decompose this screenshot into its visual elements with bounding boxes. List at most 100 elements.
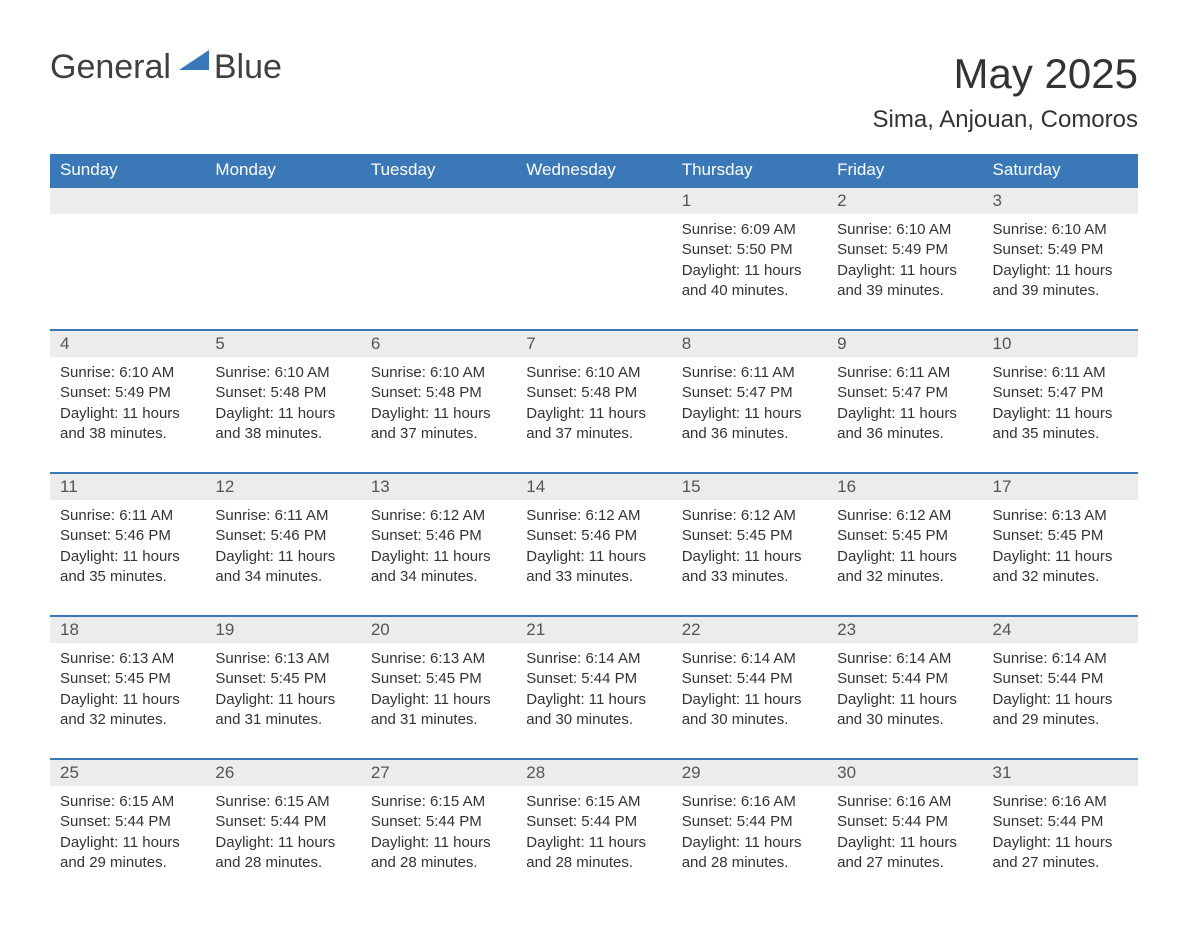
day-content-cell: Sunrise: 6:16 AMSunset: 5:44 PMDaylight:… — [983, 786, 1138, 901]
day-number-cell: 14 — [516, 473, 671, 500]
sunset-text: Sunset: 5:44 PM — [993, 812, 1128, 832]
day-content-cell: Sunrise: 6:11 AMSunset: 5:47 PMDaylight:… — [983, 357, 1138, 473]
sunset-text: Sunset: 5:44 PM — [682, 812, 817, 832]
day-content-cell: Sunrise: 6:10 AMSunset: 5:49 PMDaylight:… — [50, 357, 205, 473]
daylight-text: Daylight: 11 hours and 37 minutes. — [371, 404, 506, 445]
day-content-cell: Sunrise: 6:13 AMSunset: 5:45 PMDaylight:… — [50, 643, 205, 759]
sunset-text: Sunset: 5:44 PM — [526, 812, 661, 832]
daynum-row: 18192021222324 — [50, 616, 1138, 643]
daylight-text: Daylight: 11 hours and 28 minutes. — [215, 833, 350, 874]
day-content-cell: Sunrise: 6:14 AMSunset: 5:44 PMDaylight:… — [827, 643, 982, 759]
day-content-cell: Sunrise: 6:11 AMSunset: 5:46 PMDaylight:… — [50, 500, 205, 616]
sunset-text: Sunset: 5:46 PM — [60, 526, 195, 546]
sunset-text: Sunset: 5:45 PM — [60, 669, 195, 689]
daylight-text: Daylight: 11 hours and 33 minutes. — [682, 547, 817, 588]
day-content-cell: Sunrise: 6:10 AMSunset: 5:48 PMDaylight:… — [361, 357, 516, 473]
sunrise-text: Sunrise: 6:10 AM — [60, 363, 195, 383]
sunset-text: Sunset: 5:48 PM — [371, 383, 506, 403]
sunrise-text: Sunrise: 6:13 AM — [60, 649, 195, 669]
day-number-cell: 3 — [983, 187, 1138, 214]
daylight-text: Daylight: 11 hours and 32 minutes. — [60, 690, 195, 731]
sunset-text: Sunset: 5:44 PM — [215, 812, 350, 832]
day-content-cell: Sunrise: 6:10 AMSunset: 5:48 PMDaylight:… — [205, 357, 360, 473]
sunset-text: Sunset: 5:46 PM — [215, 526, 350, 546]
sunset-text: Sunset: 5:44 PM — [682, 669, 817, 689]
sunrise-text: Sunrise: 6:11 AM — [837, 363, 972, 383]
day-number-cell: 30 — [827, 759, 982, 786]
weekday-header: Thursday — [672, 154, 827, 187]
weekday-header: Monday — [205, 154, 360, 187]
sunset-text: Sunset: 5:44 PM — [993, 669, 1128, 689]
sunrise-text: Sunrise: 6:14 AM — [993, 649, 1128, 669]
daylight-text: Daylight: 11 hours and 28 minutes. — [371, 833, 506, 874]
sunrise-text: Sunrise: 6:12 AM — [837, 506, 972, 526]
sunset-text: Sunset: 5:44 PM — [60, 812, 195, 832]
content-row: Sunrise: 6:11 AMSunset: 5:46 PMDaylight:… — [50, 500, 1138, 616]
sunrise-text: Sunrise: 6:10 AM — [993, 220, 1128, 240]
daylight-text: Daylight: 11 hours and 34 minutes. — [371, 547, 506, 588]
sunrise-text: Sunrise: 6:16 AM — [837, 792, 972, 812]
day-content-cell — [50, 214, 205, 330]
daylight-text: Daylight: 11 hours and 28 minutes. — [682, 833, 817, 874]
day-content-cell: Sunrise: 6:11 AMSunset: 5:47 PMDaylight:… — [672, 357, 827, 473]
page-title: May 2025 — [873, 50, 1138, 98]
sunset-text: Sunset: 5:50 PM — [682, 240, 817, 260]
sunrise-text: Sunrise: 6:12 AM — [682, 506, 817, 526]
day-number-cell: 28 — [516, 759, 671, 786]
day-number-cell: 22 — [672, 616, 827, 643]
day-number-cell: 18 — [50, 616, 205, 643]
sunset-text: Sunset: 5:45 PM — [993, 526, 1128, 546]
daylight-text: Daylight: 11 hours and 32 minutes. — [837, 547, 972, 588]
daylight-text: Daylight: 11 hours and 27 minutes. — [837, 833, 972, 874]
daylight-text: Daylight: 11 hours and 27 minutes. — [993, 833, 1128, 874]
day-content-cell: Sunrise: 6:12 AMSunset: 5:46 PMDaylight:… — [361, 500, 516, 616]
sunrise-text: Sunrise: 6:11 AM — [682, 363, 817, 383]
day-number-cell: 19 — [205, 616, 360, 643]
daylight-text: Daylight: 11 hours and 34 minutes. — [215, 547, 350, 588]
day-content-cell: Sunrise: 6:09 AMSunset: 5:50 PMDaylight:… — [672, 214, 827, 330]
daylight-text: Daylight: 11 hours and 39 minutes. — [993, 261, 1128, 302]
daynum-row: 45678910 — [50, 330, 1138, 357]
sunrise-text: Sunrise: 6:09 AM — [682, 220, 817, 240]
sunset-text: Sunset: 5:45 PM — [682, 526, 817, 546]
logo: General Blue — [50, 50, 282, 84]
sunset-text: Sunset: 5:44 PM — [837, 669, 972, 689]
sunset-text: Sunset: 5:45 PM — [837, 526, 972, 546]
header: General Blue May 2025 Sima, Anjouan, Com… — [50, 50, 1138, 134]
daylight-text: Daylight: 11 hours and 35 minutes. — [60, 547, 195, 588]
day-number-cell: 11 — [50, 473, 205, 500]
day-content-cell: Sunrise: 6:14 AMSunset: 5:44 PMDaylight:… — [983, 643, 1138, 759]
day-number-cell — [361, 187, 516, 214]
day-number-cell: 9 — [827, 330, 982, 357]
day-content-cell — [361, 214, 516, 330]
daylight-text: Daylight: 11 hours and 36 minutes. — [837, 404, 972, 445]
sunset-text: Sunset: 5:45 PM — [215, 669, 350, 689]
daylight-text: Daylight: 11 hours and 31 minutes. — [215, 690, 350, 731]
day-number-cell: 24 — [983, 616, 1138, 643]
day-content-cell: Sunrise: 6:15 AMSunset: 5:44 PMDaylight:… — [205, 786, 360, 901]
day-number-cell: 12 — [205, 473, 360, 500]
sunrise-text: Sunrise: 6:15 AM — [215, 792, 350, 812]
day-content-cell: Sunrise: 6:12 AMSunset: 5:46 PMDaylight:… — [516, 500, 671, 616]
day-number-cell: 1 — [672, 187, 827, 214]
sunrise-text: Sunrise: 6:13 AM — [993, 506, 1128, 526]
sunset-text: Sunset: 5:47 PM — [682, 383, 817, 403]
sunrise-text: Sunrise: 6:15 AM — [526, 792, 661, 812]
weekday-header: Friday — [827, 154, 982, 187]
day-content-cell: Sunrise: 6:13 AMSunset: 5:45 PMDaylight:… — [983, 500, 1138, 616]
weekday-header: Sunday — [50, 154, 205, 187]
logo-triangle-icon — [179, 50, 209, 77]
daynum-row: 11121314151617 — [50, 473, 1138, 500]
sunrise-text: Sunrise: 6:14 AM — [526, 649, 661, 669]
day-content-cell: Sunrise: 6:15 AMSunset: 5:44 PMDaylight:… — [50, 786, 205, 901]
sunrise-text: Sunrise: 6:16 AM — [993, 792, 1128, 812]
daylight-text: Daylight: 11 hours and 39 minutes. — [837, 261, 972, 302]
sunrise-text: Sunrise: 6:10 AM — [837, 220, 972, 240]
sunset-text: Sunset: 5:49 PM — [60, 383, 195, 403]
daylight-text: Daylight: 11 hours and 30 minutes. — [837, 690, 972, 731]
logo-word1: General — [50, 48, 171, 86]
day-number-cell: 4 — [50, 330, 205, 357]
day-content-cell: Sunrise: 6:12 AMSunset: 5:45 PMDaylight:… — [827, 500, 982, 616]
sunrise-text: Sunrise: 6:13 AM — [215, 649, 350, 669]
content-row: Sunrise: 6:15 AMSunset: 5:44 PMDaylight:… — [50, 786, 1138, 901]
